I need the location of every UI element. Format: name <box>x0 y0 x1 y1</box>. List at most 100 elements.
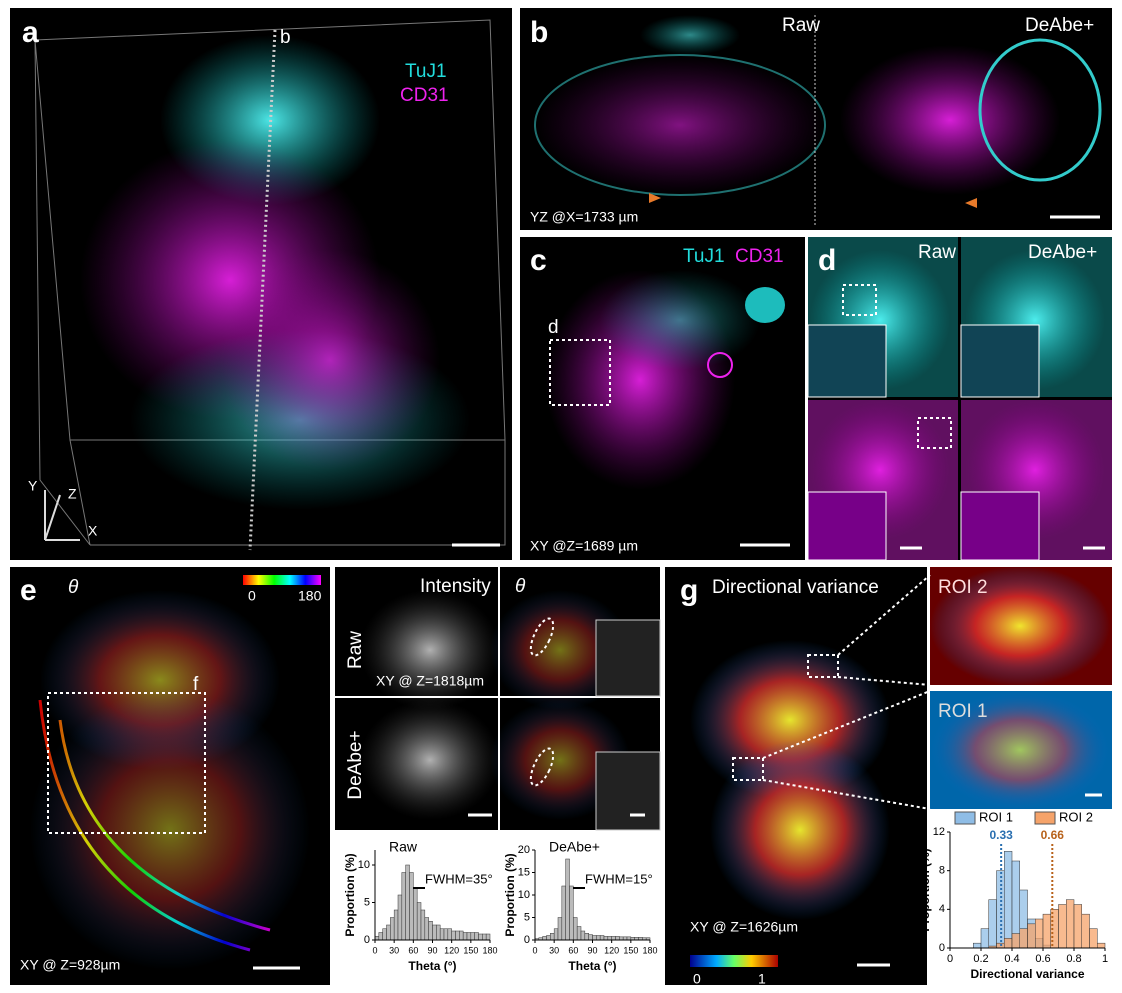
slice-label: b <box>280 27 291 48</box>
histogram-bar <box>542 936 547 941</box>
channel-label: TuJ1 <box>683 246 725 267</box>
histogram-bar <box>428 921 433 941</box>
x-axis-label: Theta (°) <box>568 959 616 973</box>
histogram-bar <box>378 932 383 941</box>
y-axis-label: Proportion (%) <box>503 853 517 936</box>
legend-label: ROI 2 <box>1059 809 1093 824</box>
panel-g: g Directional variance ROI 2 ROI 1 XY @ … <box>665 566 1112 987</box>
panel-e: e θ 0 180 f XY @ Z=928µm <box>10 567 330 985</box>
histogram-bar <box>573 917 578 941</box>
histogram-bar <box>478 933 483 941</box>
histogram-bar <box>405 864 410 941</box>
histogram-bar <box>1027 923 1036 949</box>
x-tick-label: 150 <box>623 945 638 955</box>
slice-caption: XY @Z=1689 µm <box>530 538 638 554</box>
histogram-bar <box>588 934 593 941</box>
panel-label: f <box>337 574 348 607</box>
channel-label: TuJ1 <box>405 61 447 82</box>
histogram-bar <box>599 935 605 941</box>
x-tick-label: 30 <box>549 945 559 955</box>
channel-label: CD31 <box>400 85 449 106</box>
x-tick-label: 60 <box>408 945 418 955</box>
histogram-bar <box>382 928 387 941</box>
histogram-bar <box>390 917 395 941</box>
histogram-bar <box>401 872 406 941</box>
histogram-bar <box>409 872 414 941</box>
colorbar-max: 1 <box>758 971 766 987</box>
x-tick-label: 180 <box>642 945 657 955</box>
axis-label: Z <box>68 486 77 502</box>
inset-label: d <box>548 317 559 338</box>
histogram-bar <box>1097 942 1106 949</box>
legend-swatch <box>954 811 976 825</box>
histogram-bar <box>1011 933 1020 949</box>
row-label: Raw <box>345 631 366 669</box>
histogram-bar <box>553 928 559 941</box>
axis-label: Y <box>28 478 38 494</box>
x-tick-label: 120 <box>444 945 459 955</box>
annotation: FWHM=35° <box>425 871 493 886</box>
histogram-bar <box>485 933 491 941</box>
axis-label: X <box>88 523 98 539</box>
slice-caption: XY @ Z=1818µm <box>376 673 484 689</box>
histogram-bar <box>607 936 612 941</box>
x-tick-label: 0 <box>532 945 537 955</box>
y-tick-label: 5 <box>524 911 530 923</box>
histogram-bar <box>439 928 445 941</box>
histogram-bar <box>580 930 586 941</box>
channel-label: CD31 <box>735 246 784 267</box>
histogram-bar <box>565 858 570 941</box>
x-tick-label: 1 <box>1102 953 1108 965</box>
condition-label: DeAbe+ <box>1025 15 1094 36</box>
roi-label: ROI 1 <box>938 701 988 722</box>
histogram-bar <box>413 887 418 941</box>
y-tick-label: 12 <box>933 826 945 838</box>
condition-label: Raw <box>918 242 956 263</box>
x-tick-label: 30 <box>389 945 399 955</box>
panel-label: g <box>680 574 698 607</box>
condition-label: Raw <box>782 15 820 36</box>
histogram-bar <box>374 936 380 941</box>
inset-label: f <box>193 674 199 695</box>
annotation: FWHM=15° <box>585 871 653 886</box>
histogram-bar <box>603 936 609 941</box>
y-tick-label: 0 <box>524 934 530 946</box>
colorbar-min: 0 <box>248 588 256 604</box>
panel-label: e <box>20 574 37 607</box>
histogram-bar <box>584 933 589 941</box>
histogram-bar <box>1073 904 1082 949</box>
colorbar-max: 180 <box>298 588 322 604</box>
histogram-bar <box>432 924 437 941</box>
histogram-bar <box>1019 928 1028 949</box>
histogram-bar <box>393 909 399 941</box>
map-label: Directional variance <box>712 577 879 598</box>
histogram-bar <box>1042 913 1051 949</box>
histogram-bar <box>561 885 566 941</box>
y-tick-label: 10 <box>518 889 530 901</box>
histogram-bar <box>973 942 982 949</box>
y-axis-label: Proportion (%) <box>343 853 357 936</box>
histogram-bar <box>980 928 989 949</box>
panel-f: f Intensity θ Raw DeAbe+ XY @ Z=1818µm <box>335 567 661 831</box>
histogram-bar <box>569 885 574 941</box>
histogram-bar <box>576 926 582 941</box>
histogram-bar <box>1004 851 1013 949</box>
histogram-bar <box>557 917 563 941</box>
x-axis-label: Directional variance <box>970 967 1084 981</box>
histogram-bar <box>447 928 452 941</box>
histogram-bar <box>611 936 616 941</box>
histogram-bar <box>420 909 426 941</box>
panel-c: c TuJ1 CD31 d XY @Z=1689 µm <box>520 237 805 560</box>
marker-label: 0.66 <box>1041 828 1065 842</box>
chart-title: DeAbe+ <box>549 839 600 855</box>
histogram-bar <box>1004 938 1013 949</box>
panel-label: d <box>818 244 836 277</box>
x-tick-label: 150 <box>463 945 478 955</box>
chart-title: Raw <box>389 839 418 855</box>
histogram-bar <box>470 932 475 941</box>
panel-a: a b TuJ1 CD31 Y Z X <box>10 8 512 560</box>
row-label: DeAbe+ <box>345 730 366 799</box>
histogram-bar <box>455 930 460 941</box>
histogram-bar <box>459 930 464 941</box>
panel-d: d Raw DeAbe+ <box>807 237 1112 561</box>
